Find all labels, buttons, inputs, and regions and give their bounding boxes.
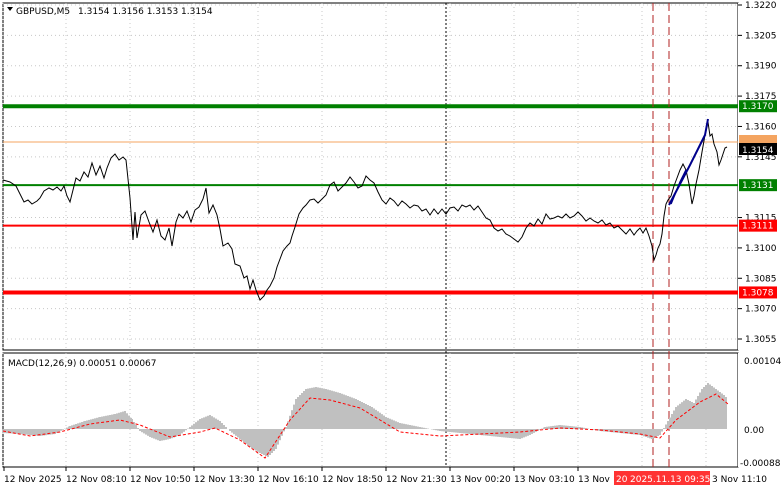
price-tick-label: 1.3175 (745, 92, 777, 102)
time-tick-label: 12 Nov 08:10 (66, 475, 127, 485)
time-tick-label: 12 Nov 21:30 (386, 475, 447, 485)
bid-price-label: 1.3154 (742, 146, 774, 156)
time-tick-label: 12 Nov 10:50 (130, 475, 191, 485)
dropdown-triangle-icon[interactable] (7, 7, 13, 11)
price-tick-label: 1.3070 (745, 305, 777, 315)
time-axis[interactable]: 12 Nov 2025 12 Nov 08:10 12 Nov 10:50 12 No… (3, 467, 767, 485)
time-tick-label: 12 Nov 18:50 (322, 475, 383, 485)
price-tick-label: 1.3220 (745, 1, 777, 11)
time-tick-label: 12 Nov 16:10 (258, 475, 319, 485)
ohlc-values: 1.3154 1.3156 1.3153 1.3154 (78, 7, 213, 17)
time-tick-label: 12 Nov 13:30 (194, 475, 255, 485)
symbol-label: GBPUSD,M5 (16, 7, 70, 17)
macd-axis-label-bottom: -0.00088 (740, 459, 781, 469)
macd-title: MACD(12,26,9) 0.00051 0.00067 (8, 359, 157, 369)
bid-price-tag: 1.3154 (739, 143, 777, 156)
crosshair-time-tag: 20 2025.11.13 09:35 (614, 471, 710, 485)
crosshair-time-label: 2025.11.13 09:35 (630, 475, 710, 485)
trend-line-rise (670, 169, 687, 205)
price-tick-label: 1.3145 (745, 153, 777, 163)
time-tick-label: 12 Nov 2025 (4, 475, 62, 485)
price-chart-area[interactable] (2, 2, 739, 351)
chart-header: GBPUSD,M5 1.3154 1.3156 1.3153 1.3154 (7, 7, 213, 17)
support-resistance-levels (3, 104, 738, 295)
price-tick-label: 1.3085 (745, 274, 777, 284)
macd-axis[interactable] (738, 353, 781, 467)
time-tick-label: 3 Nov 11:10 (712, 475, 767, 485)
level-tag-label: 1.3078 (742, 288, 774, 298)
price-tick-label: 1.3160 (745, 122, 777, 132)
level-tag-label: 1.3131 (742, 181, 774, 191)
price-axis-ticks: 1.32201.32051.31901.31751.31601.31451.31… (738, 1, 777, 345)
level-tag-bg (739, 179, 777, 192)
level-tag-bg (739, 100, 777, 113)
time-tick-label: 13 Nov 00:20 (450, 475, 511, 485)
level-tag-bg (739, 286, 777, 299)
price-tick-label: 1.3205 (745, 31, 777, 41)
price-tick-label: 1.3190 (745, 62, 777, 72)
ask-price-tag (739, 135, 777, 143)
time-tick-label: 13 Nov 03:10 (514, 475, 575, 485)
level-tag-label: 1.3170 (742, 102, 774, 112)
price-line (2, 121, 728, 301)
level-tag-bg (739, 219, 777, 232)
price-tick-label: 1.3100 (745, 244, 777, 254)
macd-axis-label-top: 0.00104 (744, 357, 781, 367)
level-tags: 1.3170 1.3131 1.3111 1.3078 (739, 100, 777, 299)
macd-axis-label-zero: 0.00 (744, 426, 764, 436)
price-tick-label: 1.3055 (745, 335, 777, 345)
crosshair-time-prefix: 20 (616, 475, 628, 485)
macd-histogram (2, 383, 727, 457)
time-tick-label: 13 Nov (578, 475, 611, 485)
macd-signal-line (2, 393, 729, 459)
price-grid (2, 3, 738, 350)
level-tag-label: 1.3111 (742, 222, 774, 232)
price-tick-label: 1.3115 (745, 214, 777, 224)
